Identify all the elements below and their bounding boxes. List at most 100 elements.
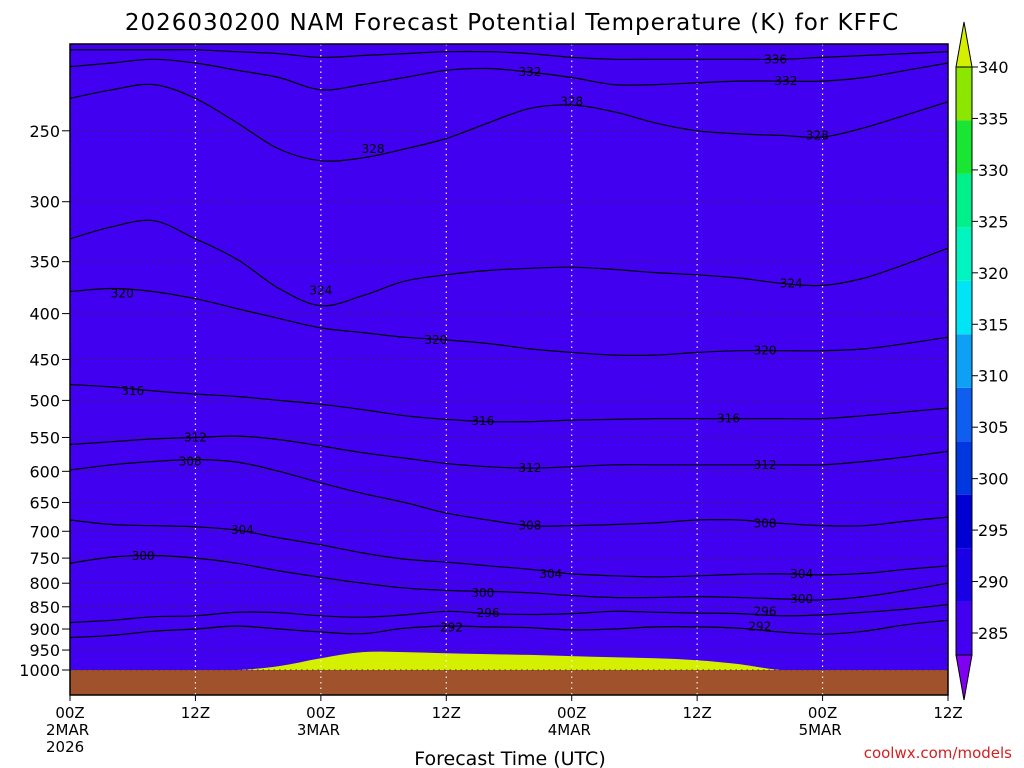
y-tick-label-800: 800 (29, 574, 60, 593)
contour-line-292 (70, 619, 948, 639)
contour-label-328: 328 (806, 128, 829, 142)
contour-label-332: 332 (775, 74, 798, 88)
colorbar-band-325 (956, 227, 972, 281)
contour-line-320 (70, 287, 948, 356)
y-tick-label-1000: 1000 (19, 661, 60, 680)
colorbar-frame (955, 66, 973, 656)
contour-label-300: 300 (132, 549, 155, 563)
colorbar-label-295: 295 (978, 521, 1009, 540)
y-tick-label-400: 400 (29, 305, 60, 324)
x-tick-label-0-1: 2MAR (46, 721, 89, 739)
y-tick-label-600: 600 (29, 462, 60, 481)
y-tick-label-300: 300 (29, 193, 60, 212)
contour-label-324: 324 (309, 284, 332, 298)
colorbar: 285 290 295 300 305 310 315 320 325 330 335 340 (955, 21, 1009, 701)
contour-label-336: 336 (764, 52, 787, 66)
x-tick-label-0-2: 2026 (46, 738, 84, 756)
contour-line-332 (70, 58, 948, 91)
y-tick-label-550: 550 (29, 428, 60, 447)
colorbar-label-340: 340 (978, 58, 1009, 77)
x-tick-label-84-0: 12Z (933, 704, 962, 722)
y-tick-label-250: 250 (29, 122, 60, 141)
y-tick-label-750: 750 (29, 549, 60, 568)
contour-label-316: 316 (471, 414, 494, 428)
contour-label-324: 324 (780, 276, 803, 290)
colorbar-label-285: 285 (978, 624, 1009, 643)
contour-label-300: 300 (471, 586, 494, 600)
colorbar-band-300 (956, 494, 972, 549)
colorbar-label-300: 300 (978, 470, 1009, 489)
contour-line-304 (70, 519, 948, 578)
contour-label-308: 308 (754, 516, 777, 530)
contour-label-316: 316 (121, 384, 144, 398)
y-tick-label-950: 950 (29, 641, 60, 660)
colorbar-band-330 (956, 173, 972, 228)
y-tick-label-450: 450 (29, 350, 60, 369)
y-tick-label-500: 500 (29, 391, 60, 410)
y-tick-label-900: 900 (29, 620, 60, 639)
grid-lines (69, 44, 949, 695)
contour-label-328: 328 (560, 95, 583, 109)
colorbar-label-305: 305 (978, 418, 1009, 437)
credit-link[interactable]: coolwx.com/models (864, 744, 1012, 762)
contour-label-296: 296 (754, 604, 777, 618)
x-tick-label-48-0: 00Z (557, 704, 586, 722)
x-tick-label-36-0: 12Z (432, 704, 461, 722)
contour-label-292: 292 (748, 619, 771, 633)
contour-line-312 (70, 435, 948, 469)
colorbar-band-310 (956, 387, 972, 442)
contour-label-328: 328 (362, 142, 385, 156)
contour-label-308: 308 (179, 454, 202, 468)
colorbar-band-320 (956, 280, 972, 335)
x-tick-label-72-1: 5MAR (799, 721, 842, 739)
contour-line-300 (70, 554, 948, 601)
contour-label-316: 316 (717, 412, 740, 426)
colorbar-min-arrow (955, 654, 973, 701)
x-tick-label-48-1: 4MAR (548, 721, 591, 739)
contour-line-328 (70, 83, 948, 162)
contour-label-332: 332 (518, 65, 541, 79)
x-tick-label-24-0: 00Z (306, 704, 335, 722)
ground-surface (70, 670, 948, 695)
x-tick-label-72-0: 00Z (808, 704, 837, 722)
colorbar-label-290: 290 (978, 573, 1009, 592)
contour-label-304: 304 (231, 523, 254, 537)
chart-title: 2026030200 NAM Forecast Potential Temper… (125, 10, 899, 36)
colorbar-band-295 (956, 548, 972, 602)
x-tick-label-60-0: 12Z (682, 704, 711, 722)
colorbar-max-arrow (955, 21, 973, 68)
contour-lines (70, 49, 948, 639)
contour-line-316 (70, 383, 948, 423)
x-tick-label-12-0: 12Z (181, 704, 210, 722)
colorbar-band-335 (956, 120, 972, 174)
contour-label-304: 304 (539, 567, 562, 581)
x-axis-label: Forecast Time (UTC) (414, 748, 605, 768)
colorbar-band-290 (956, 601, 972, 655)
contour-fills (70, 44, 948, 670)
colorbar-label-310: 310 (978, 367, 1009, 386)
y-tick-label-850: 850 (29, 598, 60, 617)
contour-line-296 (70, 603, 948, 624)
y-tick-label-650: 650 (29, 493, 60, 512)
x-tick-label-24-1: 3MAR (297, 721, 340, 739)
contour-line-324 (70, 219, 948, 307)
contour-label-320: 320 (754, 344, 777, 358)
x-tick-label-0-0: 00Z (55, 704, 84, 722)
fill-band-285 (70, 44, 948, 670)
contour-label-292: 292 (440, 621, 463, 635)
colorbar-label-330: 330 (978, 161, 1009, 180)
y-tick-label-350: 350 (29, 253, 60, 272)
colorbar-band-305 (956, 441, 972, 495)
contour-label-304: 304 (790, 567, 813, 581)
colorbar-label-315: 315 (978, 315, 1009, 334)
contour-label-300: 300 (790, 592, 813, 606)
colorbar-label-325: 325 (978, 212, 1009, 231)
contour-label-308: 308 (518, 519, 541, 533)
colorbar-label-320: 320 (978, 264, 1009, 283)
colorbar-band-340 (956, 67, 972, 121)
colorbar-label-335: 335 (978, 109, 1009, 128)
contour-label-296: 296 (477, 606, 500, 620)
